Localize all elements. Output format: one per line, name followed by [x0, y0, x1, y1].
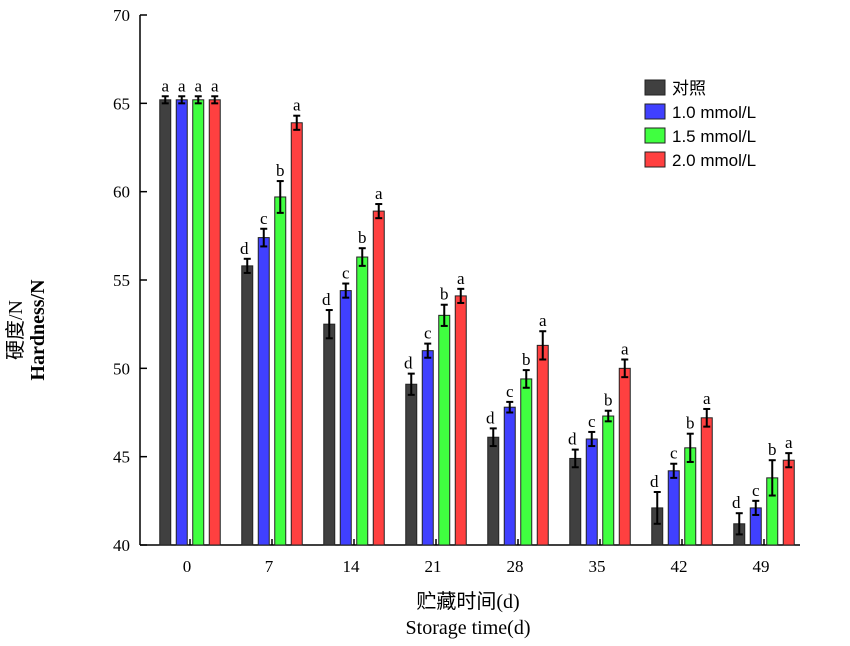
x-tick-label: 0: [183, 557, 192, 576]
legend-label: 1.0 mmol/L: [672, 103, 756, 122]
significance-letter: d: [732, 493, 741, 512]
significance-letter: a: [621, 340, 629, 359]
significance-letter: d: [240, 239, 249, 258]
significance-letter: c: [506, 382, 514, 401]
x-tick-label: 42: [671, 557, 688, 576]
significance-letter: d: [650, 472, 659, 491]
legend: 对照 1.0 mmol/L 1.5 mmol/L 2.0 mmol/L: [644, 79, 756, 170]
x-tick-label: 49: [753, 557, 770, 576]
significance-letter: c: [424, 324, 432, 343]
y-axis-label: Hardness/N: [27, 279, 49, 381]
bar: [520, 378, 533, 546]
bar: [421, 350, 434, 546]
significance-letter: c: [588, 412, 596, 431]
x-tick-label: 21: [425, 557, 442, 576]
significance-letter: a: [293, 96, 301, 115]
y-tick-label: 65: [113, 94, 130, 113]
significance-letter: a: [211, 76, 219, 95]
significance-letter: d: [568, 430, 577, 449]
x-tick-label: 35: [589, 557, 606, 576]
significance-letter: c: [342, 264, 350, 283]
x-tick-label: 14: [343, 557, 361, 576]
bar: [175, 99, 188, 546]
y-tick-label: 40: [113, 536, 130, 555]
bar: [602, 415, 615, 546]
legend-label: 1.5 mmol/L: [672, 127, 756, 146]
bar: [257, 237, 270, 546]
x-axis-label-cn: 贮藏时间(d): [416, 590, 519, 613]
x-axis-label: Storage time(d): [406, 617, 531, 639]
bar: [208, 99, 221, 546]
legend-label: 对照: [672, 79, 706, 98]
x-tick-label: 7: [265, 557, 274, 576]
legend-label: 2.0 mmol/L: [672, 151, 756, 170]
significance-letter: b: [686, 414, 695, 433]
significance-letter: c: [670, 444, 678, 463]
y-axis-label-cn: 硬度/N: [4, 300, 27, 360]
significance-letter: a: [539, 311, 547, 330]
bar: [372, 210, 385, 546]
bar: [159, 99, 172, 546]
legend-swatch: [644, 103, 666, 120]
bar: [323, 323, 336, 546]
bar: [356, 256, 369, 546]
x-tick-label: 28: [507, 557, 524, 576]
bar: [438, 314, 451, 546]
bar: [585, 438, 598, 546]
significance-letter: a: [161, 76, 169, 95]
bar: [667, 470, 680, 546]
legend-swatch: [644, 151, 666, 168]
bar: [290, 122, 303, 546]
significance-letter: d: [322, 290, 331, 309]
significance-letter: b: [276, 161, 285, 180]
bar: [700, 417, 713, 546]
bar: [339, 290, 352, 546]
bar: [487, 436, 500, 546]
y-tick-label: 45: [113, 448, 130, 467]
bar: [618, 367, 631, 546]
y-tick-label: 70: [113, 6, 130, 25]
significance-letter: d: [404, 354, 413, 373]
bar: [192, 99, 205, 546]
bar: [569, 457, 582, 546]
significance-letter: c: [260, 209, 268, 228]
significance-letter: b: [440, 285, 449, 304]
y-tick-label: 55: [113, 271, 130, 290]
bar: [241, 265, 254, 546]
significance-letter: b: [358, 228, 367, 247]
significance-letter: b: [604, 391, 613, 410]
significance-letter: c: [752, 481, 760, 500]
bar: [782, 459, 795, 546]
bar: [503, 406, 516, 546]
legend-swatch: [644, 127, 666, 144]
significance-letter: d: [486, 408, 495, 427]
bar: [536, 344, 549, 546]
significance-letter: b: [768, 440, 777, 459]
bar: [454, 295, 467, 546]
significance-letter: a: [703, 389, 711, 408]
significance-letter: a: [194, 76, 202, 95]
bar: [405, 383, 418, 546]
significance-letter: a: [178, 76, 186, 95]
significance-letter: a: [785, 433, 793, 452]
significance-letter: b: [522, 350, 531, 369]
y-tick-label: 50: [113, 359, 130, 378]
significance-letter: a: [457, 269, 465, 288]
significance-letter: a: [375, 184, 383, 203]
legend-swatch: [644, 79, 666, 96]
bar: [274, 196, 287, 546]
y-tick-label: 60: [113, 183, 130, 202]
